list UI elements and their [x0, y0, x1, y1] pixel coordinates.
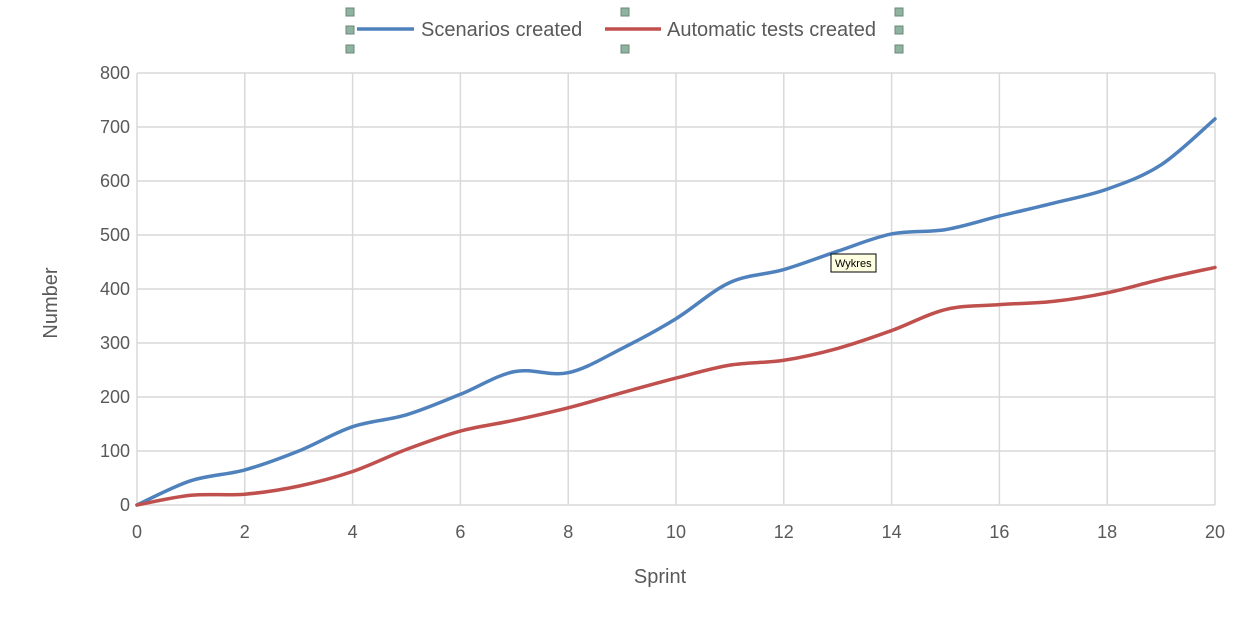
series-line-scenarios[interactable]: [135, 117, 1217, 507]
x-tick-label: 4: [348, 522, 358, 542]
legend-resize-handle[interactable]: [894, 7, 904, 17]
x-axis-title: Sprint: [634, 566, 687, 588]
legend-label: Automatic tests created: [667, 19, 876, 41]
x-tick-label: 16: [989, 522, 1009, 542]
y-tick-label: 100: [100, 441, 130, 461]
x-tick-label: 12: [774, 522, 794, 542]
tick-labels: 0 100 200 300 400 500 600 700 800 0 2 4 6 8 10 12 14 16 18…: [100, 63, 1225, 542]
x-tick-label: 2: [240, 522, 250, 542]
y-tick-label: 600: [100, 171, 130, 191]
y-tick-label: 400: [100, 279, 130, 299]
x-tick-label: 14: [882, 522, 902, 542]
y-tick-label: 700: [100, 117, 130, 137]
legend-resize-handle[interactable]: [345, 44, 355, 54]
y-tick-label: 200: [100, 387, 130, 407]
legend[interactable]: Scenarios created Automatic tests created: [345, 7, 904, 54]
legend-resize-handle[interactable]: [894, 44, 904, 54]
legend-resize-handle[interactable]: [345, 25, 355, 35]
x-tick-label: 10: [666, 522, 686, 542]
legend-resize-handle[interactable]: [620, 44, 630, 54]
y-axis-title: Number: [40, 267, 62, 338]
legend-resize-handle[interactable]: [620, 7, 630, 17]
y-tick-label: 300: [100, 333, 130, 353]
series-line-automatic-tests[interactable]: [135, 265, 1217, 507]
x-tick-label: 8: [563, 522, 573, 542]
x-tick-label: 20: [1205, 522, 1225, 542]
legend-resize-handle[interactable]: [345, 7, 355, 17]
legend-resize-handle[interactable]: [894, 25, 904, 35]
series-lines: [135, 117, 1217, 507]
chart-tooltip: Wykres: [830, 253, 877, 273]
x-tick-label: 0: [132, 522, 142, 542]
y-tick-label: 800: [100, 63, 130, 83]
tooltip-box: [830, 253, 877, 273]
tooltip-text: Wykres: [835, 258, 872, 270]
y-tick-label: 500: [100, 225, 130, 245]
x-tick-label: 6: [455, 522, 465, 542]
y-tick-label: 0: [120, 495, 130, 515]
legend-label: Scenarios created: [421, 19, 582, 41]
x-tick-label: 18: [1097, 522, 1117, 542]
grid-layer: [136, 72, 1216, 506]
